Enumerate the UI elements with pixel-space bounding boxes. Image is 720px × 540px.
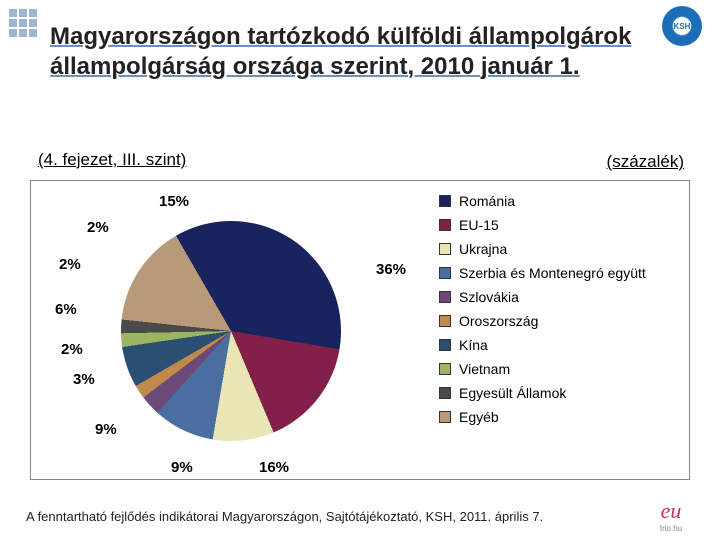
legend-item: Vietnam — [439, 361, 646, 377]
legend-label: Egyesült Államok — [459, 385, 566, 401]
legend-label: Oroszország — [459, 313, 538, 329]
footer-source: A fenntartható fejlődés indikátorai Magy… — [26, 509, 543, 524]
legend-item: Szerbia és Montenegró együtt — [439, 265, 646, 281]
legend-swatch — [439, 387, 451, 399]
legend-label: Vietnam — [459, 361, 510, 377]
legend-swatch — [439, 243, 451, 255]
legend-swatch — [439, 339, 451, 351]
percent-label: 36% — [376, 261, 406, 278]
legend-swatch — [439, 267, 451, 279]
legend-label: Szerbia és Montenegró együtt — [459, 265, 646, 281]
legend-item: Kína — [439, 337, 646, 353]
percent-label: 2% — [59, 256, 81, 273]
legend-swatch — [439, 411, 451, 423]
pie-chart — [121, 221, 341, 441]
chapter-subtitle: (4. fejezet, III. szint) — [38, 150, 186, 170]
legend-item: Egyesült Államok — [439, 385, 646, 401]
eu-trio-logo: eutrio.hu — [636, 498, 706, 532]
legend-item: Szlovákia — [439, 289, 646, 305]
percent-label: 16% — [259, 459, 289, 476]
legend-label: Románia — [459, 193, 515, 209]
unit-label: (százalék) — [607, 152, 684, 172]
percent-label: 9% — [171, 459, 193, 476]
corner-decoration — [8, 8, 38, 38]
legend-label: Kína — [459, 337, 488, 353]
legend-swatch — [439, 315, 451, 327]
legend-swatch — [439, 291, 451, 303]
ksh-badge: KSH — [662, 6, 702, 46]
legend-swatch — [439, 363, 451, 375]
legend-item: Ukrajna — [439, 241, 646, 257]
legend-label: Szlovákia — [459, 289, 519, 305]
legend-item: EU-15 — [439, 217, 646, 233]
percent-label: 15% — [159, 193, 189, 210]
legend-swatch — [439, 195, 451, 207]
page-title: Magyarországon tartózkodó külföldi állam… — [50, 22, 650, 82]
legend: Románia EU-15 Ukrajna Szerbia és Montenegró… — [439, 193, 646, 433]
legend-label: Egyéb — [459, 409, 499, 425]
legend-label: EU-15 — [459, 217, 499, 233]
percent-label: 3% — [73, 371, 95, 388]
legend-swatch — [439, 219, 451, 231]
chart-container: Románia EU-15 Ukrajna Szerbia és Montenegró… — [30, 180, 690, 480]
percent-label: 9% — [95, 421, 117, 438]
legend-item: Egyéb — [439, 409, 646, 425]
percent-label: 6% — [55, 301, 77, 318]
legend-item: Románia — [439, 193, 646, 209]
legend-label: Ukrajna — [459, 241, 507, 257]
percent-label: 2% — [87, 219, 109, 236]
legend-item: Oroszország — [439, 313, 646, 329]
percent-label: 2% — [61, 341, 83, 358]
